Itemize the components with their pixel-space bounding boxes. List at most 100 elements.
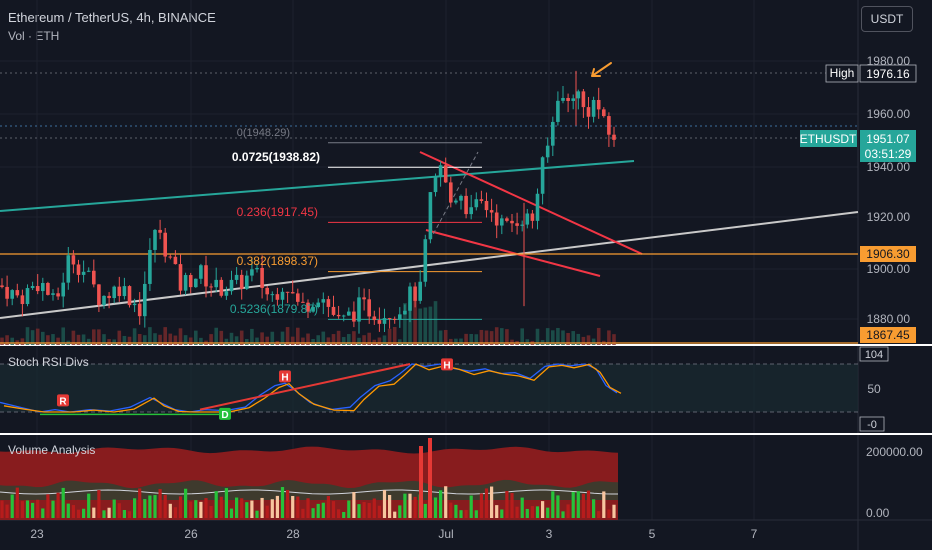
va-bar-52 bbox=[265, 505, 269, 518]
vol-bar-100 bbox=[510, 339, 514, 345]
vol-bar-41 bbox=[209, 334, 213, 345]
va-bar-104 bbox=[530, 506, 534, 518]
vol-bar-115 bbox=[586, 335, 591, 345]
level-tag-2-bg bbox=[860, 327, 916, 343]
candle-body-25 bbox=[127, 286, 132, 306]
va-bar-10 bbox=[51, 500, 55, 518]
va-bar-21 bbox=[107, 507, 111, 518]
stoch-tag-bot-bg bbox=[859, 416, 885, 432]
stoch-rsi-pane[interactable]: Stoch RSI Divs 104 50 -0 R H H D bbox=[8, 346, 889, 432]
price-axis[interactable]: 1980.00 1960.00 1940.00 1920.00 1900.00 … bbox=[800, 54, 917, 343]
y-tick-1920: 1920.00 bbox=[867, 210, 911, 224]
candle-body-1 bbox=[5, 286, 9, 299]
x-tick-28: 28 bbox=[286, 527, 300, 541]
candle-body-35 bbox=[178, 264, 183, 291]
fibonacci-labels: 0(1948.29) 0.0725(1938.82) 0.236(1917.45… bbox=[230, 127, 320, 316]
vol-bar-48 bbox=[245, 339, 249, 345]
candle-body-82 bbox=[418, 281, 422, 301]
candle-body-14 bbox=[71, 255, 76, 265]
vol-bar-55 bbox=[280, 331, 285, 345]
candle-body-101 bbox=[515, 223, 519, 226]
va-bar-46 bbox=[235, 497, 239, 518]
candle-body-120 bbox=[612, 134, 616, 140]
vol-bar-6 bbox=[30, 330, 35, 345]
va-bar-40 bbox=[204, 498, 208, 518]
vol-bar-51 bbox=[260, 332, 264, 345]
va-title: Volume Analysis bbox=[8, 443, 95, 457]
candle-body-95 bbox=[484, 200, 489, 211]
va-bar-49 bbox=[250, 500, 254, 518]
va-bar-6 bbox=[31, 502, 35, 518]
va-bar-14 bbox=[71, 505, 75, 518]
vol-bar-36 bbox=[183, 335, 188, 345]
candle-body-63 bbox=[321, 299, 326, 303]
candle-body-9 bbox=[46, 282, 50, 295]
candle-body-52 bbox=[265, 287, 269, 295]
candle-body-16 bbox=[81, 271, 86, 275]
vol-bar-120 bbox=[612, 334, 616, 345]
stoch-marker-bg-1 bbox=[279, 370, 291, 383]
va-olive-band bbox=[0, 479, 618, 500]
va-bar-60 bbox=[306, 498, 310, 518]
candle-body-60 bbox=[306, 302, 310, 312]
candle-body-59 bbox=[301, 301, 305, 303]
va-bar-100 bbox=[510, 492, 514, 518]
stoch-tick-mid: 50 bbox=[867, 382, 881, 396]
candle-body-79 bbox=[403, 310, 407, 315]
candle-body-70 bbox=[357, 297, 361, 322]
va-bar-7 bbox=[36, 499, 40, 518]
vol-bar-71 bbox=[362, 335, 366, 345]
candle-body-54 bbox=[275, 294, 280, 300]
vol-bar-27 bbox=[137, 334, 142, 345]
vol-bar-31 bbox=[158, 334, 162, 345]
vol-bar-67 bbox=[341, 337, 346, 345]
vol-bar-73 bbox=[372, 339, 377, 345]
vol-bar-2 bbox=[10, 337, 14, 345]
candle-body-72 bbox=[367, 299, 371, 317]
va-bar-68 bbox=[347, 500, 351, 518]
candle-body-108 bbox=[551, 121, 555, 146]
va-bar-105 bbox=[535, 506, 540, 518]
va-bar-26 bbox=[133, 498, 137, 518]
time-axis[interactable]: 23 26 28 Jul 3 5 7 bbox=[30, 527, 757, 541]
candle-body-76 bbox=[387, 318, 392, 320]
va-bar-39 bbox=[199, 501, 203, 518]
vol-bar-9 bbox=[46, 335, 50, 345]
va-bar-71 bbox=[362, 502, 366, 518]
va-bar-36 bbox=[184, 488, 188, 518]
vol-bar-15 bbox=[76, 334, 81, 345]
fib-label-0725: 0.0725(1938.82) bbox=[232, 150, 320, 164]
vol-bar-20 bbox=[102, 334, 106, 345]
va-bar-3 bbox=[15, 487, 19, 518]
candle-body-67 bbox=[341, 315, 346, 317]
candle-body-53 bbox=[270, 294, 275, 296]
va-bar-45 bbox=[229, 508, 234, 518]
chart-title: Ethereum / TetherUS, 4h, BINANCE bbox=[8, 10, 216, 25]
va-bar-119 bbox=[607, 509, 611, 518]
candle-body-88 bbox=[449, 182, 453, 203]
volume-analysis-pane[interactable]: Volume Analysis 200000.00 0.00 bbox=[8, 443, 923, 520]
y-tick-1940: 1940.00 bbox=[867, 160, 911, 174]
va-bar-106 bbox=[541, 501, 545, 518]
va-bar-56 bbox=[286, 489, 290, 518]
vol-bar-119 bbox=[607, 330, 611, 345]
candle-body-38 bbox=[194, 278, 198, 288]
candle-body-66 bbox=[336, 314, 341, 317]
vol-bar-110 bbox=[561, 330, 565, 345]
va-bar-118 bbox=[602, 491, 606, 518]
stoch-band bbox=[0, 364, 858, 412]
vol-bar-42 bbox=[214, 327, 218, 345]
stoch-marker-3: D bbox=[221, 410, 228, 421]
candle-body-29 bbox=[148, 249, 152, 284]
candle-body-84 bbox=[428, 192, 433, 240]
currency-button[interactable]: USDT bbox=[861, 6, 913, 32]
vol-bar-37 bbox=[188, 337, 193, 345]
va-bar-53 bbox=[270, 499, 274, 518]
vol-bar-16 bbox=[81, 334, 86, 345]
vol-bar-47 bbox=[239, 330, 244, 345]
candle-body-112 bbox=[571, 98, 575, 101]
va-bar-50 bbox=[255, 510, 259, 518]
vol-bar-68 bbox=[347, 334, 351, 345]
candle-body-91 bbox=[464, 195, 468, 215]
